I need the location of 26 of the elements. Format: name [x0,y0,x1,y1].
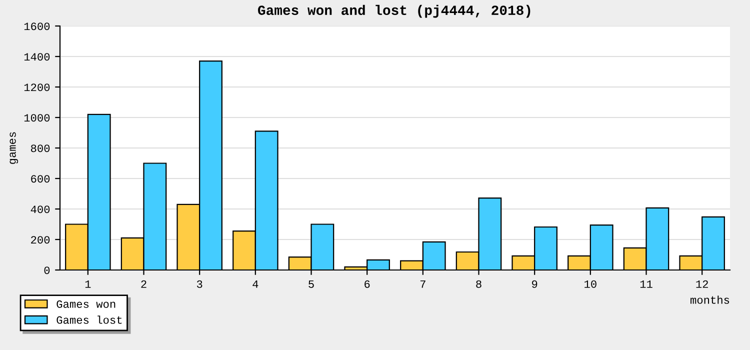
x-tick-label: 6 [364,280,370,288]
y-tick-label: 600 [31,175,50,183]
y-tick-label: 1400 [24,53,50,61]
y-tick-label: 1600 [24,22,50,30]
x-tick-label: 7 [420,280,426,288]
x-tick-label: 9 [532,280,538,288]
x-tick-label: 5 [308,280,314,288]
x-tick-label: 11 [640,280,652,288]
y-tick-label: 0 [44,266,50,274]
y-tick-label: 200 [31,236,50,244]
x-tick-label: 10 [584,280,596,288]
y-axis-title: games [10,132,18,164]
x-tick-label: 3 [196,280,202,288]
y-tick-label: 400 [30,206,50,214]
x-tick-label: 4 [252,280,258,288]
legend-label: Games won [56,300,116,308]
x-tick-label: 1 [85,280,91,288]
chart-title: Games won and lost (pj4444, 2018) [258,4,530,18]
x-tick-label: 2 [141,280,146,288]
y-tick-label: 1000 [24,114,50,122]
legend-label: Games lost [56,316,122,324]
x-tick-label: 12 [696,280,708,288]
x-axis-title: months [690,296,730,304]
y-tick-label: 1200 [24,84,50,92]
y-tick-label: 800 [30,144,50,152]
x-tick-label: 8 [476,280,482,288]
